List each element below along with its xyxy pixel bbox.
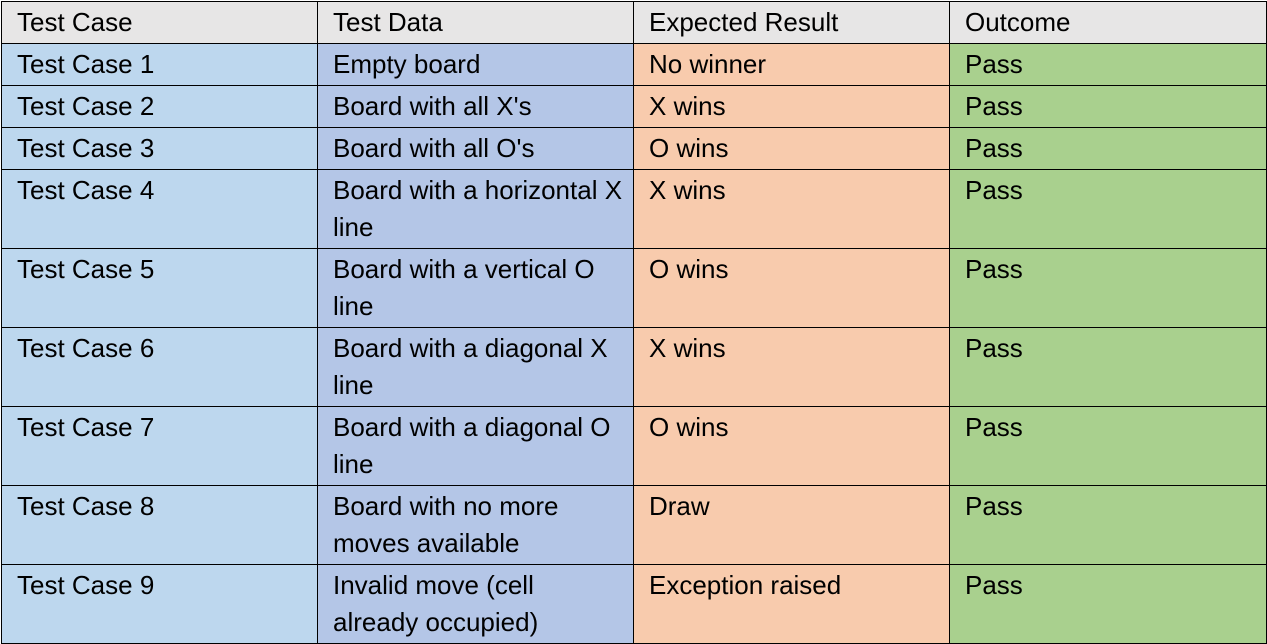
outcome-cell: Pass xyxy=(949,485,1267,565)
expected-result-cell: X wins xyxy=(633,327,950,407)
expected-result-cell: Draw xyxy=(633,485,950,565)
expected-result-cell: O wins xyxy=(633,127,950,170)
table-row: Test Case 2 Board with all X's X wins Pa… xyxy=(1,85,1267,128)
expected-result-cell: X wins xyxy=(633,85,950,128)
outcome-cell: Pass xyxy=(949,327,1267,407)
header-test-case: Test Case xyxy=(1,1,318,44)
outcome-cell: Pass xyxy=(949,406,1267,486)
test-data-cell: Invalid move (cell already occupied) xyxy=(317,564,634,644)
expected-result-cell: O wins xyxy=(633,406,950,486)
outcome-cell: Pass xyxy=(949,248,1267,328)
table-row: Test Case 4 Board with a horizontal X li… xyxy=(1,169,1267,249)
test-case-cell: Test Case 3 xyxy=(1,127,318,170)
test-case-cell: Test Case 9 xyxy=(1,564,318,644)
header-expected-result: Expected Result xyxy=(633,1,950,44)
test-case-cell: Test Case 2 xyxy=(1,85,318,128)
table-row: Test Case 8 Board with no more moves ava… xyxy=(1,485,1267,565)
test-data-cell: Board with all O's xyxy=(317,127,634,170)
header-test-data: Test Data xyxy=(317,1,634,44)
outcome-cell: Pass xyxy=(949,85,1267,128)
test-case-cell: Test Case 4 xyxy=(1,169,318,249)
test-case-cell: Test Case 5 xyxy=(1,248,318,328)
test-data-cell: Board with a diagonal O line xyxy=(317,406,634,486)
table-row: Test Case 7 Board with a diagonal O line… xyxy=(1,406,1267,486)
outcome-cell: Pass xyxy=(949,127,1267,170)
expected-result-cell: X wins xyxy=(633,169,950,249)
expected-result-cell: No winner xyxy=(633,43,950,86)
test-data-cell: Board with a horizontal X line xyxy=(317,169,634,249)
test-case-cell: Test Case 1 xyxy=(1,43,318,86)
test-data-cell: Board with a diagonal X line xyxy=(317,327,634,407)
test-case-cell: Test Case 8 xyxy=(1,485,318,565)
table-row: Test Case 3 Board with all O's O wins Pa… xyxy=(1,127,1267,170)
test-data-cell: Board with a vertical O line xyxy=(317,248,634,328)
test-data-cell: Board with all X's xyxy=(317,85,634,128)
table-row: Test Case 6 Board with a diagonal X line… xyxy=(1,327,1267,407)
table-row: Test Case 9 Invalid move (cell already o… xyxy=(1,564,1267,644)
expected-result-cell: Exception raised xyxy=(633,564,950,644)
test-data-cell: Board with no more moves available xyxy=(317,485,634,565)
test-case-cell: Test Case 7 xyxy=(1,406,318,486)
test-data-cell: Empty board xyxy=(317,43,634,86)
table-row: Test Case 5 Board with a vertical O line… xyxy=(1,248,1267,328)
expected-result-cell: O wins xyxy=(633,248,950,328)
table-row: Test Case 1 Empty board No winner Pass xyxy=(1,43,1267,86)
outcome-cell: Pass xyxy=(949,564,1267,644)
outcome-cell: Pass xyxy=(949,169,1267,249)
header-row: Test Case Test Data Expected Result Outc… xyxy=(1,1,1267,44)
test-case-cell: Test Case 6 xyxy=(1,327,318,407)
outcome-cell: Pass xyxy=(949,43,1267,86)
header-outcome: Outcome xyxy=(949,1,1267,44)
